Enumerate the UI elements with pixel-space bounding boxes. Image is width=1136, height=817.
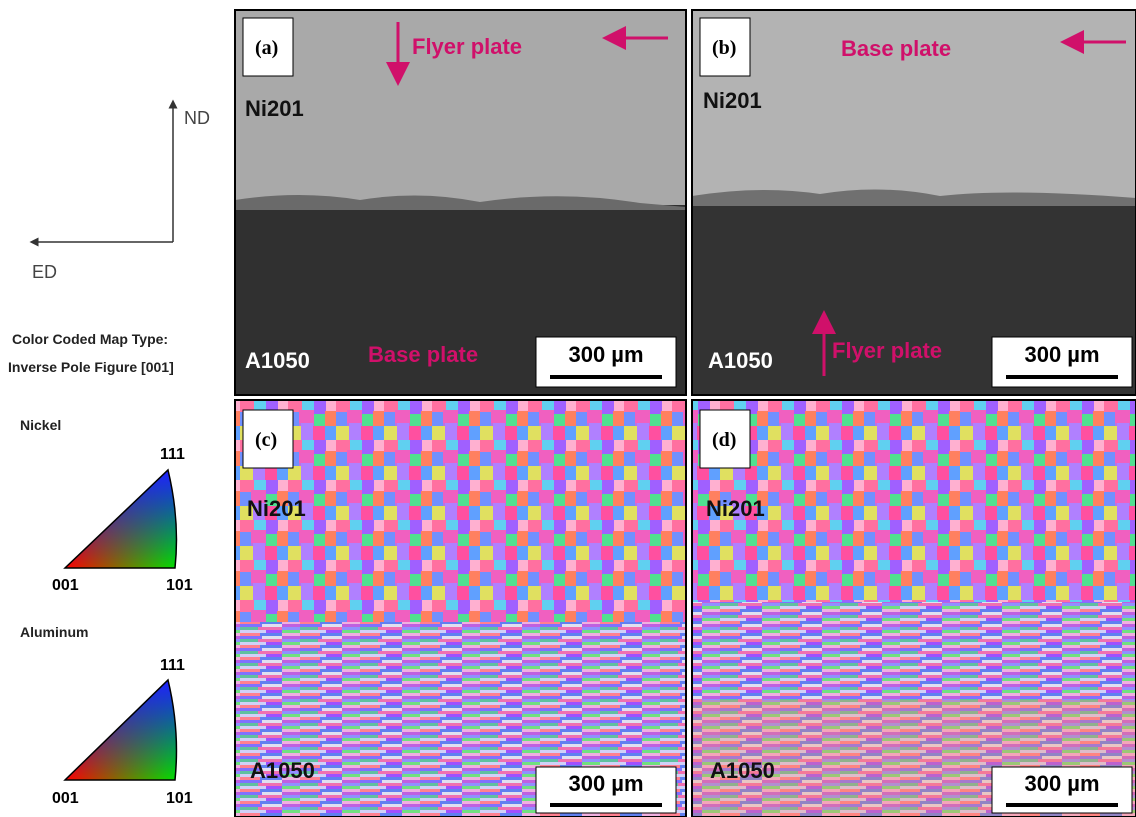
material: Ni201 (245, 96, 304, 121)
material: Ni201 (247, 496, 306, 521)
ed-label: ED (32, 262, 57, 282)
key-title: Nickel (20, 417, 61, 433)
scale-bar-label: 300 µm (1024, 342, 1099, 367)
panel: (b) Ni201 A1050 Base plate Flyer plate 3… (692, 10, 1136, 395)
map-type: Color Coded Map Type: (12, 331, 168, 347)
annotation: Flyer plate (412, 34, 522, 59)
scale-bar-label: 300 µm (568, 771, 643, 796)
axes-sketch: ND ED (32, 104, 210, 282)
scale-bar-label: 300 µm (1024, 771, 1099, 796)
map-type: Inverse Pole Figure [001] (8, 359, 174, 375)
panel: (c) Ni201 A1050 300 µm (235, 400, 686, 817)
ipf-key (65, 470, 176, 568)
corner-label: 101 (166, 790, 193, 807)
material: Ni201 (703, 88, 762, 113)
nd-label: ND (184, 108, 210, 128)
panel-label: (d) (712, 429, 736, 451)
annotation: Flyer plate (832, 338, 942, 363)
panel-label: (b) (712, 37, 736, 59)
material: Ni201 (706, 496, 765, 521)
panel: (d) Ni201 A1050 300 µm (692, 400, 1136, 817)
panel-label: (c) (255, 429, 277, 451)
annotation: Base plate (368, 342, 478, 367)
material: A1050 (710, 758, 775, 783)
panel-label: (a) (255, 37, 278, 59)
material: A1050 (708, 348, 773, 373)
material: A1050 (245, 348, 310, 373)
material: A1050 (250, 758, 315, 783)
corner-label: 101 (166, 577, 193, 594)
corner-label: 111 (160, 657, 185, 674)
panel: (a) Ni201 A1050 Flyer plate Base plate 3… (235, 10, 686, 395)
corner-label: 001 (52, 790, 79, 807)
corner-label: 001 (52, 577, 79, 594)
ipf-key (65, 680, 176, 780)
corner-label: 111 (160, 446, 185, 463)
figure: ND ED Color Coded Map Type: Inverse Pole… (0, 0, 1136, 817)
annotation: Base plate (841, 36, 951, 61)
key-title: Aluminum (20, 624, 88, 640)
scale-bar-label: 300 µm (568, 342, 643, 367)
